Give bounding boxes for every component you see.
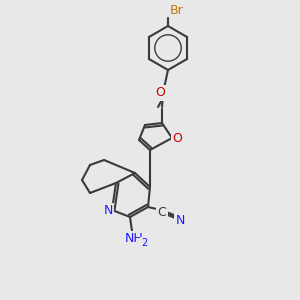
Text: O: O [172,131,182,145]
Text: C: C [158,206,166,220]
Text: 2: 2 [141,238,147,248]
Text: N: N [103,205,113,218]
Text: Br: Br [170,4,184,16]
Text: O: O [155,86,165,100]
Text: N: N [175,214,185,226]
Text: NH: NH [124,232,143,245]
